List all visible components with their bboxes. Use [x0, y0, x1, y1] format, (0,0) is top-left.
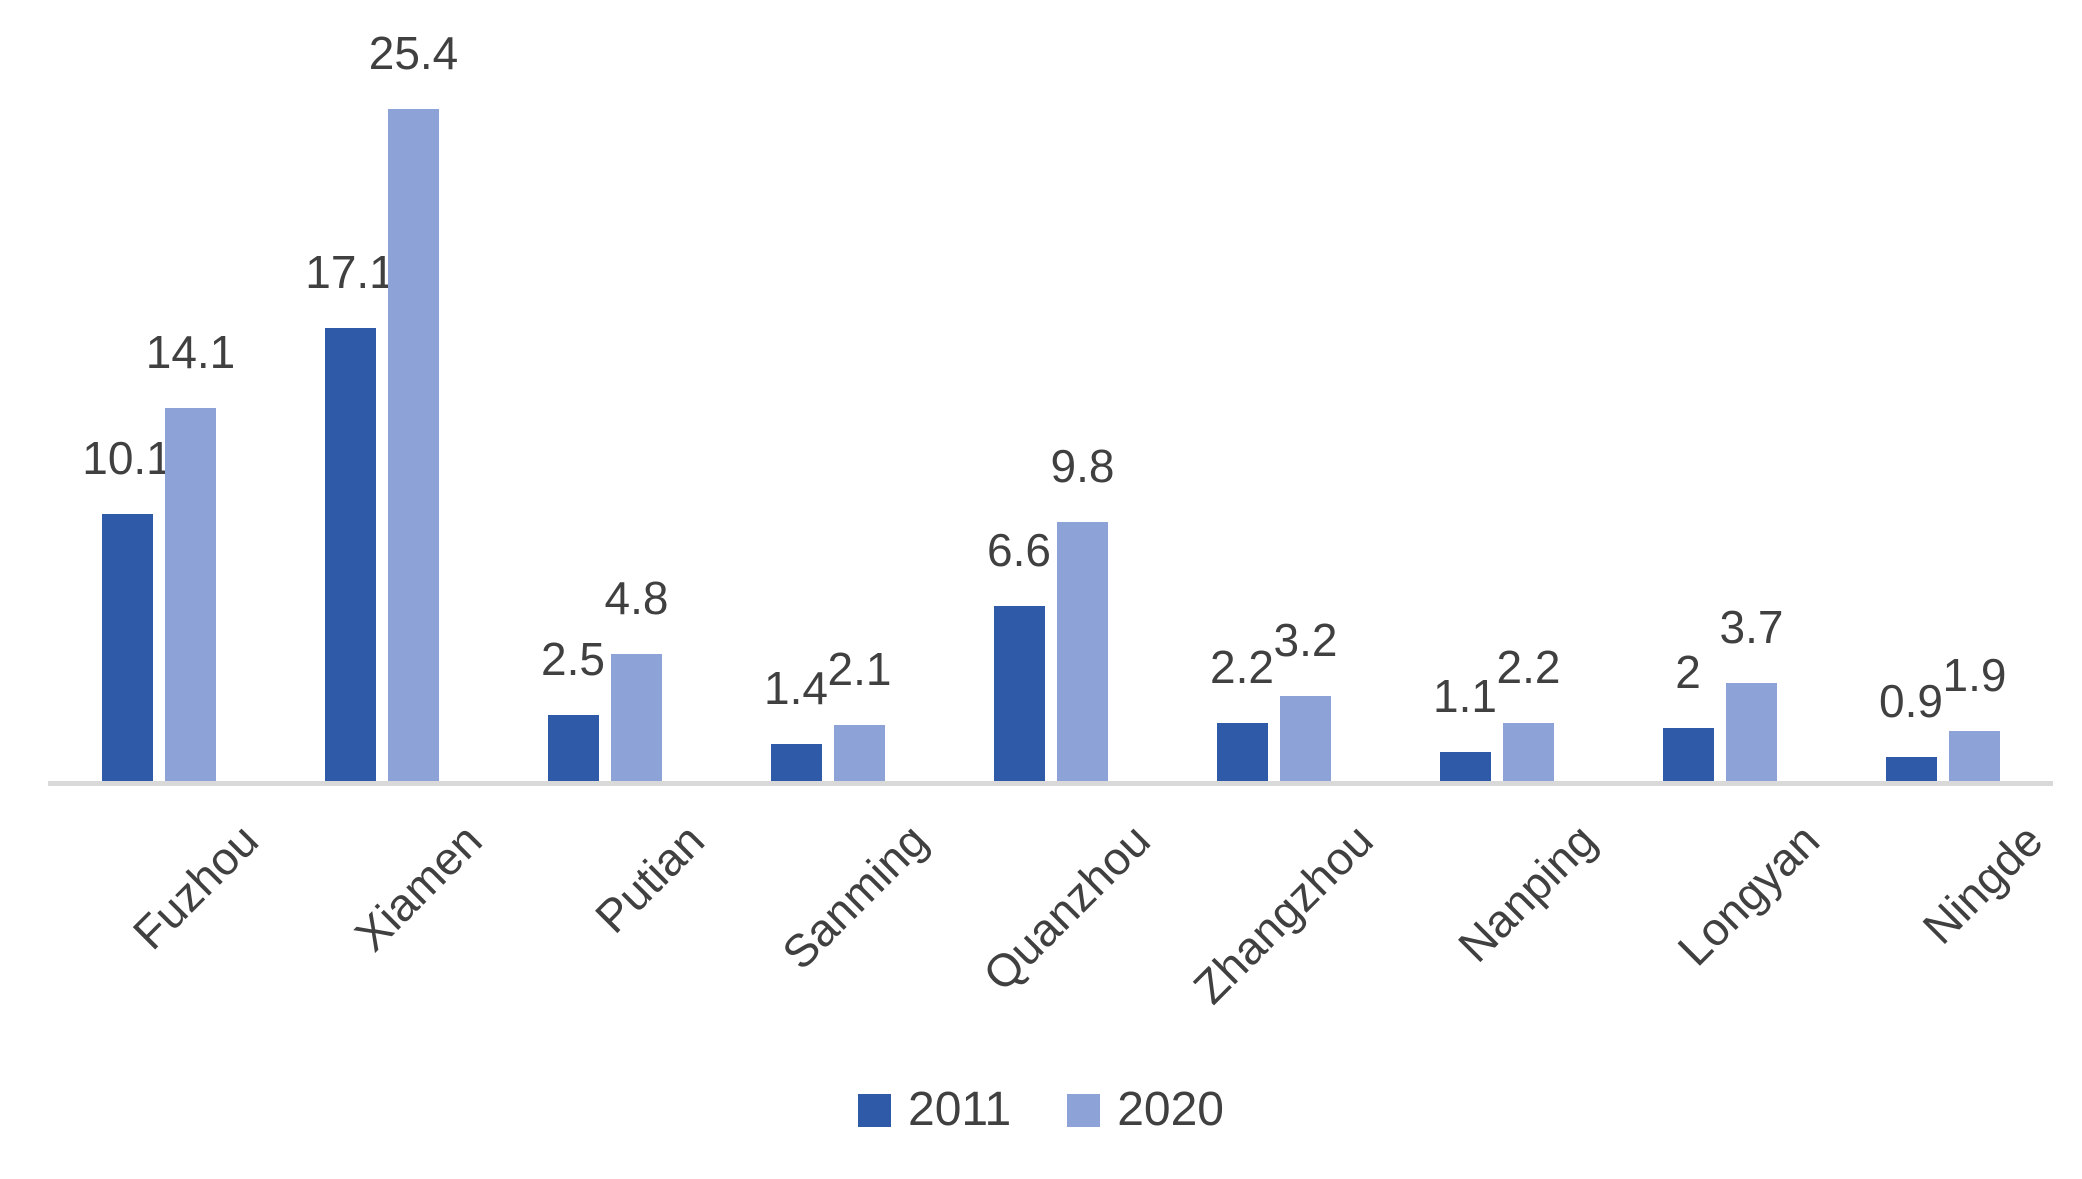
- legend: 2011 2020: [0, 1086, 2082, 1134]
- bar-2020-longyan: [1726, 683, 1777, 781]
- legend-swatch-2020: [1067, 1093, 1101, 1127]
- legend-item-2011: 2011: [858, 1086, 1011, 1134]
- bar-2020-ningde: [1949, 731, 2000, 781]
- x-axis-label-putian: Putian: [585, 813, 715, 943]
- data-label-2020-nanping: 2.2: [1496, 640, 1561, 693]
- bar-2011-zhangzhou: [1216, 723, 1268, 781]
- x-axis-label-sanming: Sanming: [771, 813, 938, 980]
- data-label-2011-longyan: 2: [1675, 645, 1701, 698]
- x-axis-label-xiamen: Xiamen: [344, 813, 492, 961]
- data-label-2020-putian: 4.8: [604, 571, 669, 624]
- x-axis-label-zhangzhou: Zhangzhou: [1183, 813, 1384, 1014]
- data-label-2011-quanzhou: 6.6: [987, 523, 1051, 576]
- x-axis-label-fuzhou: Fuzhou: [122, 813, 269, 960]
- bar-2011-sanming: [770, 744, 822, 781]
- x-axis-label-ningde: Ningde: [1912, 813, 2053, 954]
- bar-group-fuzhou: 10.1 14.1 Fuzhou: [48, 0, 271, 959]
- bar-2020-putian: [611, 654, 662, 781]
- data-label-2011-fuzhou: 10.1: [82, 431, 172, 484]
- x-axis-label-nanping: Nanping: [1448, 813, 1607, 972]
- data-label-2011-zhangzhou: 2.2: [1210, 640, 1274, 693]
- data-label-2020-fuzhou: 14.1: [145, 325, 236, 378]
- x-axis-label-longyan: Longyan: [1667, 813, 1830, 976]
- bar-2020-nanping: [1503, 723, 1554, 781]
- data-label-2011-nanping: 1.1: [1433, 669, 1497, 722]
- bar-2020-xiamen: [388, 109, 439, 781]
- bar-group-zhangzhou: 2.2 3.2 Zhangzhou: [1163, 0, 1386, 1013]
- data-label-2020-zhangzhou: 3.2: [1273, 613, 1338, 666]
- x-axis-label-quanzhou: Quanzhou: [973, 813, 1161, 1001]
- bar-2020-fuzhou: [165, 408, 216, 781]
- data-label-2020-ningde: 1.9: [1942, 648, 2007, 701]
- data-label-2020-longyan: 3.7: [1719, 600, 1784, 653]
- bar-group-ningde: 0.9 1.9 Ningde: [1832, 0, 2055, 953]
- bar-2020-quanzhou: [1057, 522, 1108, 781]
- bar-group-longyan: 2 3.7 Longyan: [1609, 0, 1832, 975]
- bar-2011-fuzhou: [101, 514, 153, 781]
- bar-group-putian: 2.5 4.8 Putian: [494, 0, 717, 942]
- plot-area: 10.1 14.1 Fuzhou 17.1 25.4 Xiamen 2.5 4.8 Putian…: [48, 0, 2055, 1013]
- legend-label-2011: 2011: [908, 1083, 1012, 1136]
- legend-label-2020: 2020: [1117, 1083, 1224, 1136]
- legend-swatch-2011: [858, 1093, 891, 1127]
- bar-group-xiamen: 17.1 25.4 Xiamen: [271, 0, 494, 961]
- bar-2011-ningde: [1885, 757, 1937, 781]
- data-label-2011-xiamen: 17.1: [305, 245, 395, 298]
- bar-2020-sanming: [834, 725, 885, 781]
- data-label-2020-sanming: 2.1: [827, 642, 892, 695]
- bar-group-sanming: 1.4 2.1 Sanming: [717, 0, 940, 979]
- data-label-2020-quanzhou: 9.8: [1050, 439, 1115, 492]
- bar-2011-putian: [547, 715, 599, 781]
- bar-2020-zhangzhou: [1280, 696, 1331, 781]
- x-axis-line: [48, 781, 2053, 786]
- data-label-2011-ningde: 0.9: [1879, 674, 1943, 727]
- bar-group-quanzhou: 6.6 9.8 Quanzhou: [940, 0, 1163, 1000]
- bar-2011-quanzhou: [993, 606, 1045, 781]
- bar-group-nanping: 1.1 2.2 Nanping: [1386, 0, 1609, 971]
- bar-2011-longyan: [1662, 728, 1714, 781]
- data-label-2011-sanming: 1.4: [764, 661, 828, 714]
- bar-2011-nanping: [1439, 752, 1491, 781]
- legend-item-2020: 2020: [1067, 1086, 1224, 1134]
- data-label-2020-xiamen: 25.4: [368, 26, 459, 79]
- data-label-2011-putian: 2.5: [541, 632, 605, 685]
- bar-2011-xiamen: [324, 328, 376, 781]
